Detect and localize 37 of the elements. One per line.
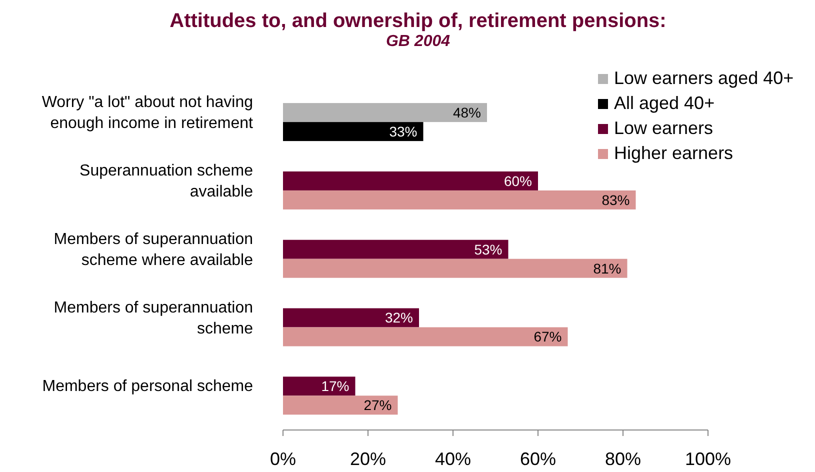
chart-subtitle: GB 2004 <box>384 33 452 51</box>
y-tick-label: Superannuation scheme available <box>80 162 254 201</box>
bar <box>283 190 636 210</box>
data-label: 81% <box>593 260 622 276</box>
y-tick-label: Members of superannuation scheme where available <box>54 231 254 269</box>
bar <box>283 327 568 346</box>
bar <box>283 396 398 415</box>
y-tick-label: Worry "a lot" about not having enough income in retirement <box>42 94 254 132</box>
bar <box>283 103 487 122</box>
data-label: 32% <box>384 310 413 326</box>
bar <box>283 258 628 278</box>
x-tick-label: 80% <box>604 448 642 469</box>
legend-label: Higher earners <box>614 143 734 164</box>
x-tick-label: 60% <box>520 448 556 469</box>
data-label: 27% <box>364 397 392 414</box>
x-tick-label: 0% <box>270 448 296 469</box>
legend-label: All aged 40+ <box>614 93 715 114</box>
data-label: 60% <box>504 172 532 189</box>
bar <box>283 308 419 328</box>
data-label: 83% <box>602 192 630 208</box>
y-tick-label: Members of personal scheme <box>42 378 254 395</box>
legend-label: Low earners <box>614 118 714 139</box>
data-label: 48% <box>452 104 481 121</box>
data-label: 17% <box>321 378 350 394</box>
y-tick-label: Members of superannuation scheme <box>54 299 254 338</box>
data-label: 67% <box>534 328 562 345</box>
x-tick-label: 40% <box>434 448 472 469</box>
bar <box>283 240 508 259</box>
chart-title: Attitudes to, and ownership of, retirement pensions: <box>168 10 668 33</box>
x-tick-label: 20% <box>350 448 386 469</box>
bar <box>283 122 424 142</box>
bar <box>283 171 538 190</box>
legend-label: Low earners aged 40+ <box>614 68 794 89</box>
data-label: 33% <box>389 124 418 140</box>
x-tick-label: 100% <box>684 448 732 469</box>
data-label: 53% <box>474 241 502 258</box>
bar <box>283 376 356 396</box>
